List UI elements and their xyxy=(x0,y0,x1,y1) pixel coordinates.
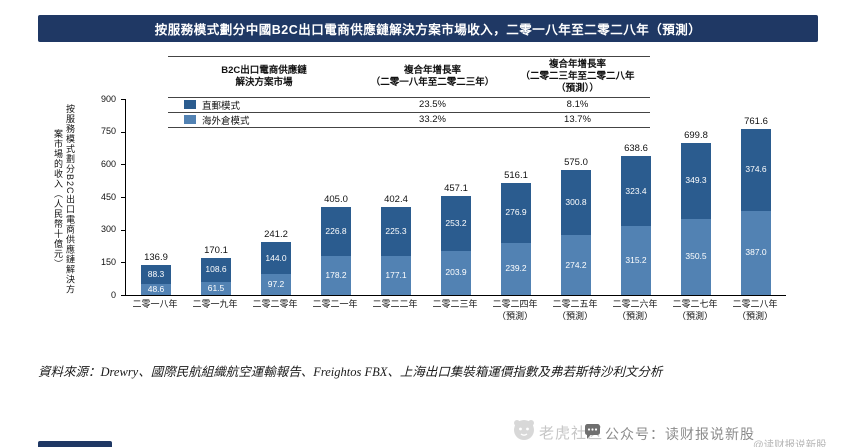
bar-segment: 350.5 xyxy=(681,218,711,295)
bar-segment: 300.8 xyxy=(561,169,591,236)
legend-swatch-overseas-warehouse-icon xyxy=(184,115,196,125)
bar-segment: 374.6 xyxy=(741,129,771,211)
bar-total-label: 699.8 xyxy=(684,129,708,141)
bar-total-label: 405.0 xyxy=(324,193,348,205)
bar-group: 699.8 349.3 350.5 xyxy=(666,99,726,295)
bar-segment: 177.1 xyxy=(381,256,411,295)
bar-segment: 97.2 xyxy=(261,273,291,295)
y-tick-mark xyxy=(121,164,125,166)
bar-segment: 226.8 xyxy=(321,206,351,257)
x-axis-label: 二零二七年 （預測） xyxy=(672,299,718,321)
bar-group: 516.1 276.9 239.2 xyxy=(486,99,546,295)
bar-segment: 48.6 xyxy=(141,284,171,295)
bar-group: 136.9 88.3 48.6 xyxy=(126,99,186,295)
bar-segment: 203.9 xyxy=(441,250,471,295)
bar-total-label: 516.1 xyxy=(504,169,528,181)
chat-bubble-icon xyxy=(584,424,601,445)
x-axis-label: 二零一八年 xyxy=(132,299,178,309)
bar-segment: 253.2 xyxy=(441,195,471,251)
bar-group: 761.6 374.6 387.0 xyxy=(726,99,786,295)
legend-header-cagr-18-23: 複合年增長率 （二零一八年至二零二三年） xyxy=(370,64,495,88)
plot-area: 136.9 88.3 48.6 170.1 108.6 61.5 241.2 144.0 97.… xyxy=(125,99,786,296)
y-tick-mark xyxy=(121,131,125,133)
chart-title-banner: 按服務模式劃分中國B2C出口電商供應鏈解決方案市場收入，二零一八年至二零二八年（… xyxy=(38,15,818,42)
bar-segment: 108.6 xyxy=(201,257,231,282)
bar-segment: 88.3 xyxy=(141,265,171,285)
y-tick-label: 600 xyxy=(100,158,116,169)
legend-row-direct-mail: 直郵模式 23.5% 8.1% xyxy=(168,98,650,113)
y-axis-ticks: 0 150 300 450 600 750 900 xyxy=(85,94,125,300)
bar-segment: 315.2 xyxy=(621,226,651,295)
x-axis-label: 二零二四年 （預測） xyxy=(492,299,538,321)
next-section-banner-cutoff xyxy=(38,441,112,447)
bar-segment: 349.3 xyxy=(681,142,711,219)
bar-group: 170.1 108.6 61.5 xyxy=(186,99,246,295)
x-axis-label: 二零二六年 （預測） xyxy=(612,299,658,321)
bar-segment: 276.9 xyxy=(501,182,531,243)
legend-swatch-direct-mail-icon xyxy=(184,100,196,110)
bar-total-label: 761.6 xyxy=(744,116,768,128)
legend-table: B2C出口電商供應鏈 解決方案市場 複合年增長率 （二零一八年至二零二三年） 複… xyxy=(168,56,650,128)
y-tick-label: 900 xyxy=(100,93,116,104)
bar-segment: 239.2 xyxy=(501,242,531,295)
x-axis-label: 二零二二年 xyxy=(372,299,418,309)
bar-segment: 323.4 xyxy=(621,156,651,227)
x-axis-label: 二零二五年 （預測） xyxy=(552,299,598,321)
bar-segment: 274.2 xyxy=(561,235,591,295)
legend-table-header-row: B2C出口電商供應鏈 解決方案市場 複合年增長率 （二零一八年至二零二三年） 複… xyxy=(168,56,650,98)
chart-title: 按服務模式劃分中國B2C出口電商供應鏈解決方案市場收入，二零一八年至二零二八年（… xyxy=(154,23,702,37)
legend-value-direct-mail-cagr2: 8.1% xyxy=(566,99,589,111)
bar-total-label: 457.1 xyxy=(444,182,468,194)
bar-segment: 144.0 xyxy=(261,242,291,274)
y-tick-label: 450 xyxy=(100,191,116,202)
legend-header-market: B2C出口電商供應鏈 解決方案市場 xyxy=(221,64,307,88)
legend-value-direct-mail-cagr1: 23.5% xyxy=(419,99,446,111)
tiger-community-logo-icon xyxy=(513,419,535,446)
bar-segment: 225.3 xyxy=(381,207,411,257)
bar-total-label: 638.6 xyxy=(624,143,648,155)
bar-total-label: 575.0 xyxy=(564,156,588,168)
y-tick-label: 0 xyxy=(110,289,116,300)
legend-row-overseas-warehouse: 海外倉模式 33.2% 13.7% xyxy=(168,113,650,128)
legend-label-direct-mail: 直郵模式 xyxy=(202,100,241,112)
bar-group: 402.4 225.3 177.1 xyxy=(366,99,426,295)
author-handle-watermark: @读财报说新股 xyxy=(753,439,827,447)
legend-label-overseas-warehouse: 海外倉模式 xyxy=(202,115,250,127)
legend-value-overseas-warehouse-cagr2: 13.7% xyxy=(564,114,591,126)
bar-segment: 61.5 xyxy=(201,281,231,295)
bar-total-label: 136.9 xyxy=(144,252,168,264)
bar-total-label: 170.1 xyxy=(204,244,228,256)
y-tick-mark xyxy=(121,229,125,231)
bar-segment: 387.0 xyxy=(741,210,771,295)
bar-group: 575.0 300.8 274.2 xyxy=(546,99,606,295)
y-tick-label: 300 xyxy=(100,224,116,235)
x-axis-labels: 二零一八年 二零一九年 二零二零年 二零二一年 二零二二年 二零二三年 二零二四年 （預測） 二… xyxy=(125,299,785,322)
y-tick-mark xyxy=(121,262,125,264)
bar-group: 638.6 323.4 315.2 xyxy=(606,99,666,295)
bar-segment: 178.2 xyxy=(321,256,351,295)
bar-group: 405.0 226.8 178.2 xyxy=(306,99,366,295)
bar-total-label: 402.4 xyxy=(384,194,408,206)
y-axis-title: 按服務模式劃分B2C出口電商供應鏈解決方案市場的收入（人民幣十億元） xyxy=(53,103,75,295)
source-note: 資料來源：Drewry、國際民航組織航空運輸報告、Freightos FBX、上… xyxy=(38,365,663,379)
x-axis-label: 二零一九年 xyxy=(192,299,238,309)
x-axis-label: 二零二零年 xyxy=(252,299,298,309)
x-axis-label: 二零二三年 xyxy=(432,299,478,309)
y-tick-label: 150 xyxy=(100,256,116,267)
bar-group: 241.2 144.0 97.2 xyxy=(246,99,306,295)
y-tick-mark xyxy=(121,197,125,198)
y-tick-label: 750 xyxy=(100,126,116,137)
bar-group: 457.1 253.2 203.9 xyxy=(426,99,486,295)
bar-total-label: 241.2 xyxy=(264,229,288,241)
legend-value-overseas-warehouse-cagr1: 33.2% xyxy=(419,114,446,126)
x-axis-label: 二零二一年 xyxy=(312,299,358,309)
y-tick-mark xyxy=(121,295,125,296)
y-tick-mark xyxy=(121,99,125,100)
x-axis-label: 二零二八年 （預測） xyxy=(732,299,778,321)
wechat-account-watermark: 公众号：读财报说新股 xyxy=(605,426,755,442)
legend-header-cagr-23-28: 複合年增長率 （二零二三年至二零二八年 （預測）） xyxy=(520,59,635,94)
